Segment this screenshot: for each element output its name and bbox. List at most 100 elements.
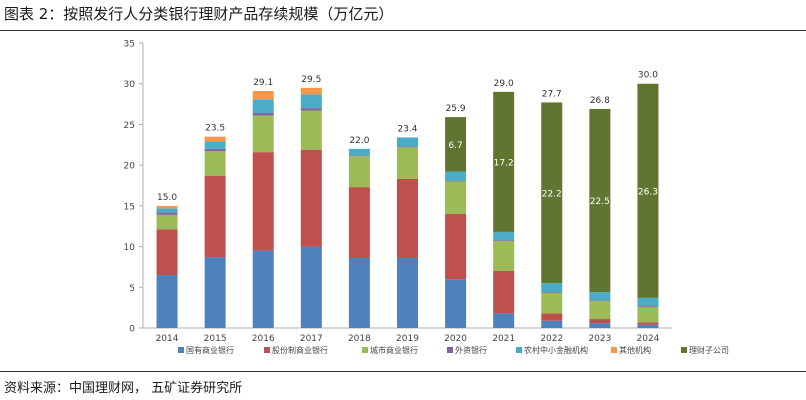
segment-value-label: 22.2 [542, 189, 562, 199]
bar-segment [300, 94, 322, 109]
bar-total-label: 29.1 [253, 78, 273, 88]
bar-segment [493, 91, 515, 232]
bar-segment [445, 117, 467, 172]
bar-segment [445, 214, 467, 280]
source-divider [0, 371, 806, 372]
legend-label: 外资银行 [455, 345, 487, 355]
bar-total-label: 25.9 [446, 104, 466, 114]
bar-segment [300, 87, 322, 95]
bar-segment [252, 113, 274, 116]
bar-segment [252, 100, 274, 114]
bar-segment [637, 306, 659, 307]
bar-segment [204, 175, 226, 258]
bar-segment [637, 83, 659, 298]
bar-segment [493, 313, 515, 328]
bar-segment [445, 181, 467, 214]
legend-swatch [681, 347, 687, 353]
y-tick-label: 30 [124, 80, 136, 90]
bar-total-label: 15.0 [157, 193, 177, 203]
y-tick-label: 25 [124, 121, 135, 131]
x-tick-label: 2014 [156, 334, 179, 344]
bar-segment [204, 136, 226, 142]
x-tick-label: 2022 [540, 334, 563, 344]
bar-segment [252, 152, 274, 251]
bar-segment [252, 115, 274, 153]
bar-segment [493, 240, 515, 241]
bar-segment [541, 292, 563, 314]
bar-total-label: 23.4 [397, 124, 417, 134]
bar-segment [541, 292, 563, 293]
bar-segment [300, 110, 322, 150]
x-tick-label: 2023 [588, 334, 611, 344]
bar-segment [397, 146, 418, 148]
bar-segment [397, 137, 418, 147]
x-tick-label: 2017 [300, 334, 323, 344]
bar-total-label: 29.0 [494, 79, 514, 89]
title-divider [0, 30, 806, 31]
figure-title: 图表 2：按照发行人分类银行理财产品存续规模（万亿元） [4, 5, 394, 23]
bar-segment [445, 171, 467, 181]
bar-segment [204, 141, 226, 149]
bar-segment [541, 313, 563, 321]
bar-segment [252, 91, 274, 100]
bar-segment [348, 187, 370, 258]
bar-segment [541, 320, 563, 328]
bar-total-label: 27.7 [542, 89, 562, 99]
bar-segment [541, 283, 563, 293]
bar-segment [493, 231, 515, 241]
bar-segment [637, 322, 659, 325]
bar-segment [156, 275, 178, 328]
segment-value-label: 17.2 [494, 158, 514, 168]
bar-segment [637, 324, 659, 328]
legend-label: 农村中小金融机构 [524, 345, 588, 355]
y-tick-label: 5 [129, 284, 135, 294]
legend-swatch [264, 347, 270, 353]
bar-segment [348, 156, 370, 188]
bar-segment [637, 297, 659, 307]
bar-total-label: 26.8 [590, 96, 610, 106]
bar-segment [300, 108, 322, 111]
x-tick-label: 2019 [396, 334, 419, 344]
bar-segment [156, 214, 178, 230]
x-tick-label: 2021 [492, 334, 515, 344]
x-tick-label: 2020 [444, 334, 467, 344]
legend-swatch [516, 347, 522, 353]
segment-value-label: 6.7 [448, 141, 462, 151]
x-tick-label: 2024 [637, 334, 660, 344]
bar-segment [445, 279, 467, 328]
legend-swatch [362, 347, 368, 353]
bar-segment [493, 240, 515, 271]
legend-label: 股份制商业银行 [272, 345, 328, 355]
y-tick-label: 15 [124, 202, 135, 212]
bar-segment [348, 257, 370, 328]
legend-label: 理财子公司 [689, 345, 729, 355]
bar-segment [589, 319, 611, 324]
bar-segment [156, 212, 178, 215]
bar-segment [300, 246, 322, 328]
bar-total-label: 22.0 [349, 136, 369, 146]
bar-segment [589, 292, 611, 301]
bar-segment [589, 301, 611, 320]
legend-swatch [611, 347, 617, 353]
bar-total-label: 29.5 [301, 75, 321, 85]
bar-segment [204, 151, 226, 176]
bar-segment [156, 229, 178, 276]
bar-segment [589, 323, 611, 328]
bar-segment [589, 108, 611, 293]
bar-segment [637, 306, 659, 323]
segment-value-label: 26.3 [638, 187, 658, 197]
y-tick-label: 20 [124, 162, 136, 172]
bar-segment [300, 149, 322, 247]
bar-segment [589, 300, 611, 302]
bar-segment [348, 148, 370, 156]
bar-segment [397, 257, 418, 328]
bar-segment [493, 271, 515, 314]
y-tick-label: 35 [124, 40, 135, 50]
bar-segment [204, 257, 226, 328]
legend-label: 城市商业银行 [370, 345, 418, 355]
bar-segment [156, 205, 178, 209]
bar-segment [445, 180, 467, 182]
x-tick-label: 2015 [204, 334, 227, 344]
legend-swatch [447, 347, 453, 353]
bar-total-label: 30.0 [638, 71, 658, 81]
